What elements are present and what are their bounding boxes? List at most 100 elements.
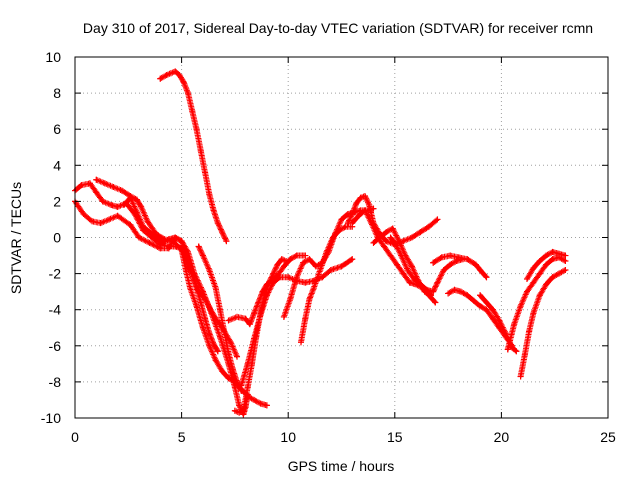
data-point [146,239,153,246]
data-point [234,313,241,320]
data-point [242,315,249,322]
data-point [489,315,496,322]
data-point [530,310,537,317]
data-point [108,202,115,209]
data-point [86,180,93,187]
data-point [312,263,319,270]
data-point [483,274,490,281]
data-point [391,239,398,246]
data-point [555,250,562,257]
data-point [197,299,204,306]
data-point [221,328,228,335]
data-point [225,350,232,357]
series-arc-4 [121,194,221,355]
x-tick-label: 25 [600,429,616,445]
data-point [193,303,200,310]
data-point [302,315,309,322]
data-point [387,234,394,241]
data-point [549,256,556,263]
data-point [517,303,524,310]
data-point [526,328,533,335]
data-point [349,256,356,263]
data-point [398,252,405,259]
data-point [212,357,219,364]
data-point [210,340,217,347]
axis-ticks: 0 5 10 15 20 25 -10 -8 -6 -4 -2 0 2 4 6 8 10 [41,49,616,445]
data-point [101,180,108,187]
data-point [229,366,236,373]
data-point [257,400,264,407]
data-point [144,218,151,225]
data-point [306,295,313,302]
data-point [489,306,496,313]
data-point [216,333,223,340]
data-point [483,299,490,306]
data-point [193,126,200,133]
data-point [225,317,232,324]
data-point [438,254,445,261]
data-point [236,402,243,409]
data-point [165,236,172,243]
data-point [381,243,388,250]
data-point [511,321,518,328]
chart-title: Day 310 of 2017, Sidereal Day-to-day VTE… [83,20,593,36]
y-tick-label: -8 [49,374,62,390]
data-point [376,234,383,241]
data-point [536,292,543,299]
data-point [408,234,415,241]
data-point [287,295,294,302]
data-point [157,75,164,82]
data-point [263,292,270,299]
data-point [214,220,221,227]
x-tick-label: 10 [280,429,296,445]
data-point [300,259,307,266]
data-point [464,292,471,299]
series-markers [477,292,520,355]
data-point [276,274,283,281]
data-point [251,396,258,403]
data-point [133,196,140,203]
data-point [231,407,238,414]
data-point [451,286,458,293]
data-point [408,263,415,270]
data-point [219,229,226,236]
data-point [189,108,196,115]
data-point [93,176,100,183]
data-point [477,292,484,299]
data-point [502,330,509,337]
data-point [549,274,556,281]
data-point [135,234,142,241]
data-point [477,266,484,273]
y-tick-label: 6 [53,121,61,137]
data-point [396,238,403,245]
data-point [410,276,417,283]
data-point [114,203,121,210]
data-point [244,360,251,367]
data-point [234,353,241,360]
data-point [383,229,390,236]
data-point [270,279,277,286]
series-arc-21 [523,248,569,283]
data-point [325,248,332,255]
series-arc-14 [370,225,435,299]
data-point [270,270,277,277]
data-point [453,257,460,264]
data-point [225,375,232,382]
data-point [472,261,479,268]
data-point [319,259,326,266]
data-point [302,279,309,286]
data-point [99,198,106,205]
data-point [543,261,550,268]
data-point [562,257,569,264]
data-point [400,270,407,277]
data-point [521,351,528,358]
series-markers [280,205,377,320]
data-point [368,220,375,227]
data-point [483,306,490,313]
y-tick-label: -2 [49,266,62,282]
series-arc-11 [280,205,377,320]
data-point [278,256,285,263]
data-point [214,348,221,355]
data-point [238,387,245,394]
data-point [140,223,147,230]
